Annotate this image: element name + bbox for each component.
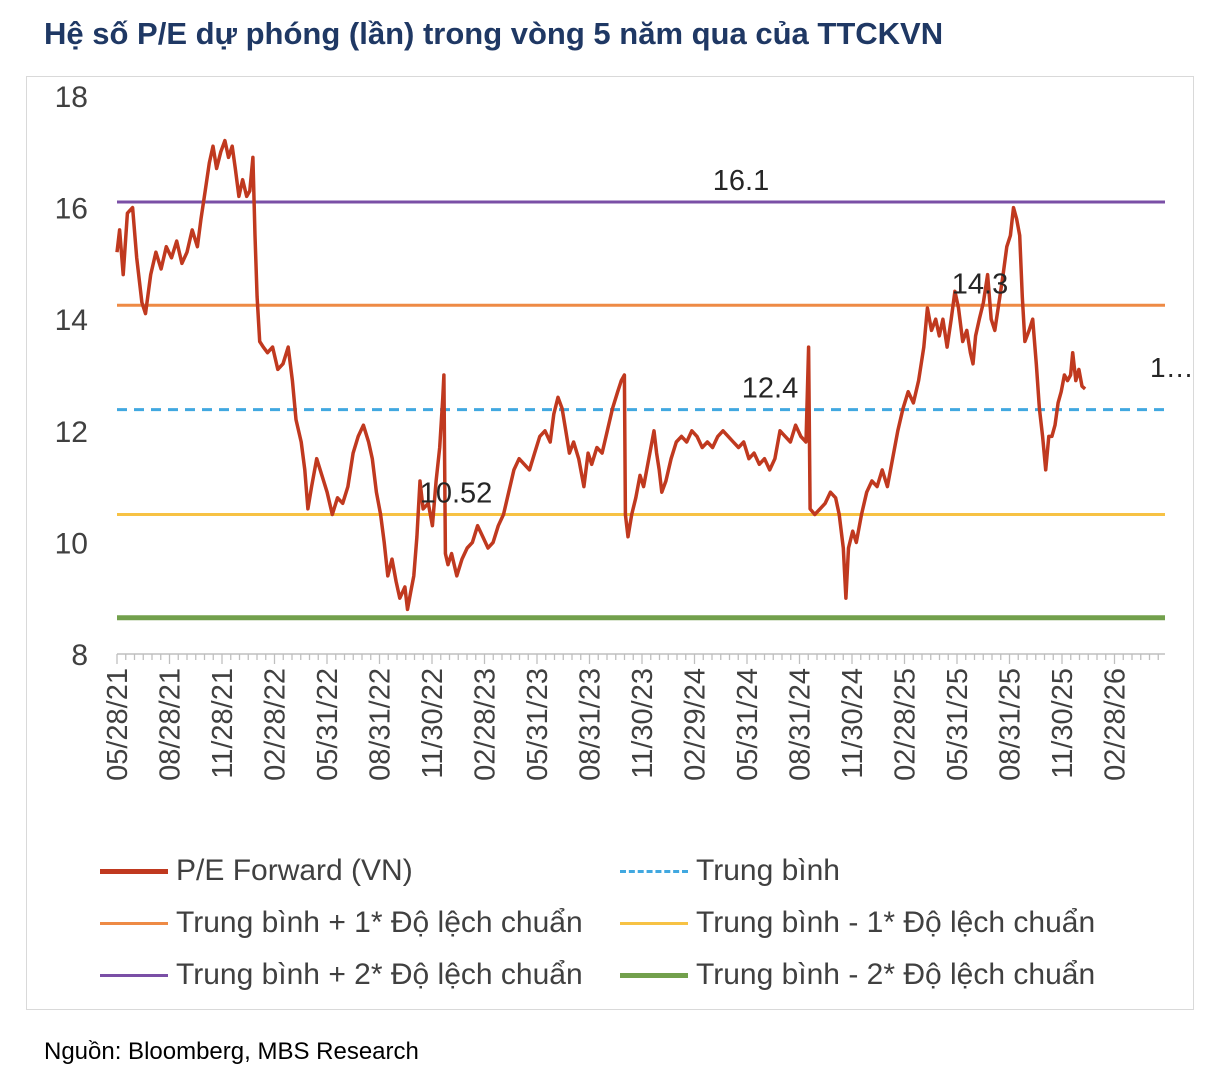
x-tick-label-7: 02/28/23 — [470, 668, 502, 781]
legend-item-0: P/E Forward (VN) — [100, 851, 413, 891]
series-line-0 — [115, 138, 1087, 612]
x-tick-label-1: 08/28/21 — [155, 668, 187, 781]
y-tick-label-5: 18 — [55, 81, 88, 114]
reference-label-0: 16.1 — [713, 165, 769, 197]
legend-swatch-4 — [100, 973, 168, 977]
legend-item-5: Trung bình - 2* Độ lệch chuẩn — [620, 955, 1095, 995]
legend-label-2: Trung bình + 1* Độ lệch chuẩn — [176, 906, 583, 939]
y-tick-label-0: 8 — [71, 639, 88, 672]
legend-label-4: Trung bình + 2* Độ lệch chuẩn — [176, 958, 583, 991]
x-tick-label-3: 02/28/22 — [260, 668, 292, 781]
x-tick-label-9: 08/31/23 — [575, 668, 607, 781]
reference-label-3: 10.52 — [420, 478, 493, 510]
legend-swatch-5 — [620, 972, 688, 978]
x-tick-label-18: 11/30/25 — [1047, 668, 1079, 779]
y-tick-label-3: 14 — [55, 304, 88, 337]
x-tick-label-11: 02/29/24 — [680, 668, 712, 781]
y-tick-label-2: 12 — [55, 416, 88, 449]
reference-label-2: 12.4 — [742, 373, 798, 405]
x-tick-label-19: 02/28/26 — [1100, 668, 1132, 781]
legend-item-2: Trung bình + 1* Độ lệch chuẩn — [100, 903, 583, 943]
series-layer — [115, 138, 1087, 612]
x-axis: 05/28/21 08/28/21 11/28/21 02/28/22 05/31/22… — [102, 653, 1165, 781]
x-tick-label-16: 05/31/25 — [942, 668, 974, 781]
x-tick-label-2: 11/28/21 — [207, 668, 239, 779]
legend-item-4: Trung bình + 2* Độ lệch chuẩn — [100, 955, 583, 995]
x-tick-label-13: 08/31/24 — [785, 668, 817, 781]
x-tick-label-5: 08/31/22 — [365, 668, 397, 781]
x-tick-label-6: 11/30/22 — [417, 668, 449, 779]
x-tick-label-0: 05/28/21 — [102, 668, 134, 781]
end-label: 1… — [1150, 352, 1194, 383]
legend-item-3: Trung bình - 1* Độ lệch chuẩn — [620, 903, 1095, 943]
chart-frame — [26, 76, 1194, 1010]
y-tick-label-4: 16 — [55, 193, 88, 226]
x-tick-label-17: 08/31/25 — [995, 668, 1027, 781]
x-tick-label-4: 05/31/22 — [312, 668, 344, 781]
legend-swatch-2 — [100, 921, 168, 925]
x-tick-label-15: 02/28/25 — [890, 668, 922, 781]
reference-lines — [117, 200, 1165, 621]
legend-label-5: Trung bình - 2* Độ lệch chuẩn — [696, 958, 1096, 991]
x-tick-label-12: 05/31/24 — [732, 668, 764, 781]
legend-label-1: Trung bình — [696, 854, 840, 887]
reference-labels: 16.1 14.3 12.4 10.52 — [420, 165, 1009, 509]
y-tick-label-1: 10 — [55, 527, 88, 560]
source-note: Nguồn: Bloomberg, MBS Research — [44, 1038, 419, 1065]
legend-item-1: Trung bình — [620, 851, 840, 891]
legend-swatch-3 — [620, 921, 688, 925]
reference-label-1: 14.3 — [952, 268, 1008, 300]
legend-swatch-0 — [100, 868, 168, 874]
legend-label-0: P/E Forward (VN) — [176, 854, 413, 887]
x-tick-label-8: 05/31/23 — [522, 668, 554, 781]
y-axis: 8 10 12 14 16 18 — [55, 81, 88, 672]
x-tick-label-10: 11/30/23 — [627, 668, 659, 779]
chart-title: Hệ số P/E dự phóng (lần) trong vòng 5 nă… — [44, 16, 944, 51]
x-tick-label-14: 11/30/24 — [837, 668, 869, 779]
legend-label-3: Trung bình - 1* Độ lệch chuẩn — [696, 906, 1096, 939]
legend-swatch-1 — [620, 869, 688, 873]
